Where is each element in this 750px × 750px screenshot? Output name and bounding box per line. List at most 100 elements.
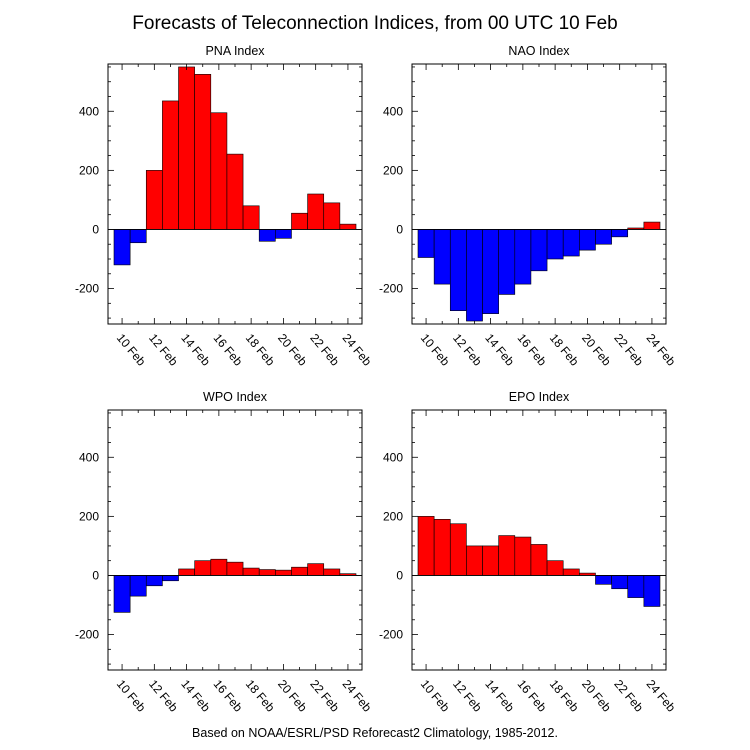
nao-index-bar-21-feb [595, 229, 612, 245]
epo-index-xlabel-24-feb: 24 Feb [644, 677, 679, 715]
nao-index-bar-17-feb [530, 229, 548, 272]
nao-index-xlabel-18-feb: 18 Feb [547, 331, 582, 369]
epo-index-bar-16-feb [514, 536, 532, 576]
nao-index-xlabel-12-feb: 12 Feb [450, 331, 485, 369]
nao-index-ylabel-200: 200 [383, 163, 403, 177]
epo-index-xlabel-12-feb: 12 Feb [450, 677, 485, 715]
epo-index-bar-22-feb [611, 575, 629, 590]
wpo-index-bar-10-feb [113, 575, 131, 613]
nao-index-xlabel-20-feb: 20 Feb [579, 331, 614, 369]
epo-index-bar-12-feb [449, 523, 467, 576]
wpo-index-xlabel-14-feb: 14 Feb [178, 677, 213, 715]
pna-index-bar-17-feb [226, 153, 244, 230]
footer-note: Based on NOAA/ESRL/PSD Reforecast2 Clima… [192, 726, 558, 740]
epo-index-xlabel-20-feb: 20 Feb [579, 677, 614, 715]
pna-index-xlabel-14-feb: 14 Feb [178, 331, 213, 369]
nao-index-bar-14-feb [482, 229, 499, 314]
wpo-index-bar-15-feb [194, 560, 212, 576]
nao-index-ylabel-200: -200 [379, 282, 403, 296]
pna-index-bar-11-feb [129, 229, 147, 244]
wpo-index-title: WPO Index [203, 390, 268, 404]
wpo-index-ylabel-400: 400 [79, 450, 99, 464]
wpo-index-xlabel-22-feb: 22 Feb [307, 677, 342, 715]
wpo-index-ylabel-200: 200 [79, 509, 99, 523]
pna-index-ylabel-200: -200 [75, 282, 99, 296]
epo-index-ylabel-200: -200 [379, 628, 403, 642]
pna-index-bar-24-feb [339, 223, 357, 230]
pna-index-bar-12-feb [145, 170, 163, 230]
epo-index-xlabel-16-feb: 16 Feb [515, 677, 550, 715]
epo-index-bar-15-feb [498, 535, 516, 576]
pna-index-xlabel-20-feb: 20 Feb [275, 331, 310, 369]
pna-index-bar-13-feb [162, 100, 179, 230]
wpo-index-bar-17-feb [226, 561, 244, 576]
wpo-index-bar-22-feb [307, 563, 325, 576]
nao-index-bar-10-feb [417, 229, 435, 258]
epo-index-xlabel-10-feb: 10 Feb [418, 677, 453, 715]
wpo-index-xlabel-10-feb: 10 Feb [114, 677, 149, 715]
pna-index-xlabel-10-feb: 10 Feb [114, 331, 149, 369]
wpo-index-bar-19-feb [258, 569, 276, 576]
nao-index-xlabel-10-feb: 10 Feb [418, 331, 453, 369]
pna-index-bar-14-feb [178, 66, 195, 230]
wpo-index-xlabel-24-feb: 24 Feb [340, 677, 375, 715]
pna-index-bar-10-feb [113, 229, 131, 266]
epo-index-bar-19-feb [562, 568, 580, 576]
nao-index-bar-11-feb [433, 229, 451, 285]
epo-index-bar-18-feb [546, 560, 564, 576]
pna-index-ylabel-0: 0 [92, 222, 99, 236]
wpo-index-bar-14-feb [178, 568, 195, 576]
wpo-index-ylabel-200: -200 [75, 628, 99, 642]
pna-index-xlabel-12-feb: 12 Feb [146, 331, 181, 369]
epo-index-title: EPO Index [509, 390, 570, 404]
epo-index-bar-10-feb [417, 516, 435, 576]
pna-index-ylabel-400: 400 [79, 104, 99, 118]
wpo-index-xlabel-12-feb: 12 Feb [146, 677, 181, 715]
nao-index-bar-22-feb [611, 229, 629, 238]
wpo-index-bar-23-feb [323, 568, 341, 576]
epo-index-bar-17-feb [530, 544, 548, 576]
epo-index-bar-21-feb [595, 575, 612, 585]
wpo-index-bar-16-feb [210, 558, 228, 576]
nao-index-ylabel-0: 0 [396, 222, 403, 236]
nao-index-xlabel-14-feb: 14 Feb [482, 331, 517, 369]
wpo-index-bar-21-feb [291, 566, 308, 576]
pna-index-bar-19-feb [258, 229, 276, 242]
pna-index-bar-20-feb [275, 229, 292, 239]
pna-index-ylabel-200: 200 [79, 163, 99, 177]
wpo-index-bar-20-feb [275, 569, 292, 576]
nao-index-bar-20-feb [579, 229, 596, 251]
epo-index-ylabel-0: 0 [396, 568, 403, 582]
wpo-index-xlabel-16-feb: 16 Feb [211, 677, 246, 715]
epo-index-xlabel-22-feb: 22 Feb [611, 677, 646, 715]
nao-index-ylabel-400: 400 [383, 104, 403, 118]
epo-index-bar-14-feb [482, 545, 499, 576]
wpo-index-bar-12-feb [145, 575, 163, 587]
nao-index-bar-19-feb [562, 229, 580, 257]
wpo-index-frame [107, 409, 363, 671]
epo-index-xlabel-18-feb: 18 Feb [547, 677, 582, 715]
pna-index-bar-23-feb [323, 202, 341, 230]
pna-index-bar-22-feb [307, 193, 325, 230]
pna-index-xlabel-18-feb: 18 Feb [243, 331, 278, 369]
wpo-index-bar-11-feb [129, 575, 147, 597]
nao-index-title: NAO Index [508, 44, 570, 58]
nao-index-bar-16-feb [514, 229, 532, 285]
wpo-index-bar-13-feb [162, 575, 179, 582]
wpo-index-xlabel-18-feb: 18 Feb [243, 677, 278, 715]
epo-index-bar-13-feb [466, 545, 483, 576]
nao-index-bar-13-feb [466, 229, 483, 322]
wpo-index-xlabel-20-feb: 20 Feb [275, 677, 310, 715]
pna-index-xlabel-16-feb: 16 Feb [211, 331, 246, 369]
pna-index-xlabel-24-feb: 24 Feb [340, 331, 375, 369]
pna-index-bar-16-feb [210, 112, 228, 230]
pna-index-bar-21-feb [291, 212, 308, 230]
epo-index-xlabel-14-feb: 14 Feb [482, 677, 517, 715]
pna-index-bar-18-feb [242, 205, 260, 230]
